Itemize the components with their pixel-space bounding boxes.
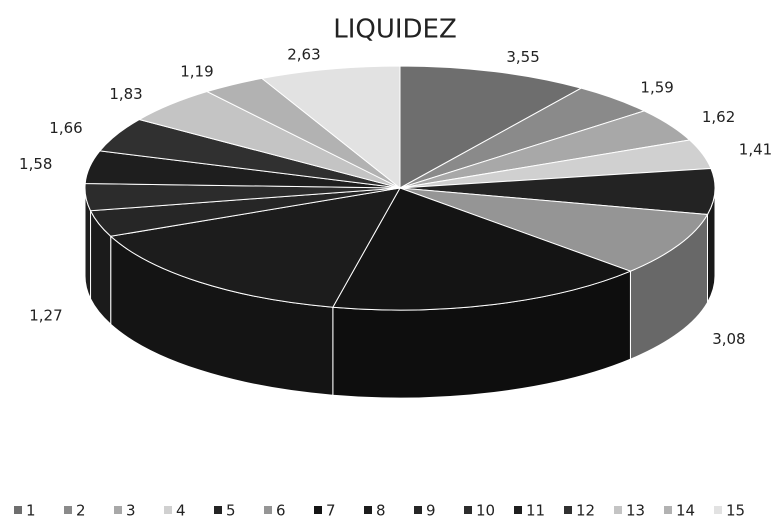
data-label: 2,63 [287, 45, 320, 63]
legend-label: 7 [326, 502, 336, 520]
legend-swatch [564, 506, 572, 514]
legend-label: 5 [226, 502, 236, 520]
legend-label: 2 [76, 502, 86, 520]
data-label: 1,66 [49, 119, 82, 137]
legend-label: 12 [576, 502, 595, 520]
legend-swatch [514, 506, 522, 514]
slice [399, 65, 583, 189]
legend-label: 9 [426, 502, 436, 520]
data-label: 3,08 [712, 330, 745, 348]
legend-label: 15 [726, 502, 745, 520]
data-label: 1,83 [109, 85, 142, 103]
legend-swatch [314, 506, 322, 514]
slice [109, 187, 401, 308]
data-label: 1,62 [702, 108, 735, 126]
chart-title: LIQUIDEZ [333, 15, 457, 45]
legend-swatch [464, 506, 472, 514]
legend-label: 14 [676, 502, 695, 520]
slice [332, 187, 632, 311]
legend-swatch [264, 506, 272, 514]
legend-label: 13 [626, 502, 645, 520]
legend-swatch [664, 506, 672, 514]
legend-swatch [414, 506, 422, 514]
legend-label: 4 [176, 502, 186, 520]
legend-swatch [214, 506, 222, 514]
legend-swatch [714, 506, 722, 514]
slice [260, 65, 401, 190]
slice [399, 187, 709, 272]
data-label: 1,58 [19, 155, 52, 173]
legend-label: 11 [526, 502, 545, 520]
legend-swatch [164, 506, 172, 514]
legend-swatch [364, 506, 372, 514]
data-label: 1,27 [29, 307, 62, 325]
data-label: 3,55 [506, 48, 539, 66]
legend-swatch [614, 506, 622, 514]
legend-label: 8 [376, 502, 386, 520]
legend-swatch [64, 506, 72, 514]
legend-label: 10 [476, 502, 495, 520]
legend-swatch [114, 506, 122, 514]
legend-label: 3 [126, 502, 136, 520]
data-label: 1,41 [739, 140, 772, 158]
data-label: 1,59 [640, 79, 673, 97]
data-label: 1,19 [180, 62, 213, 80]
legend-swatch [14, 506, 22, 514]
legend-label: 1 [26, 502, 36, 520]
slice [399, 167, 716, 215]
legend-label: 6 [276, 502, 286, 520]
